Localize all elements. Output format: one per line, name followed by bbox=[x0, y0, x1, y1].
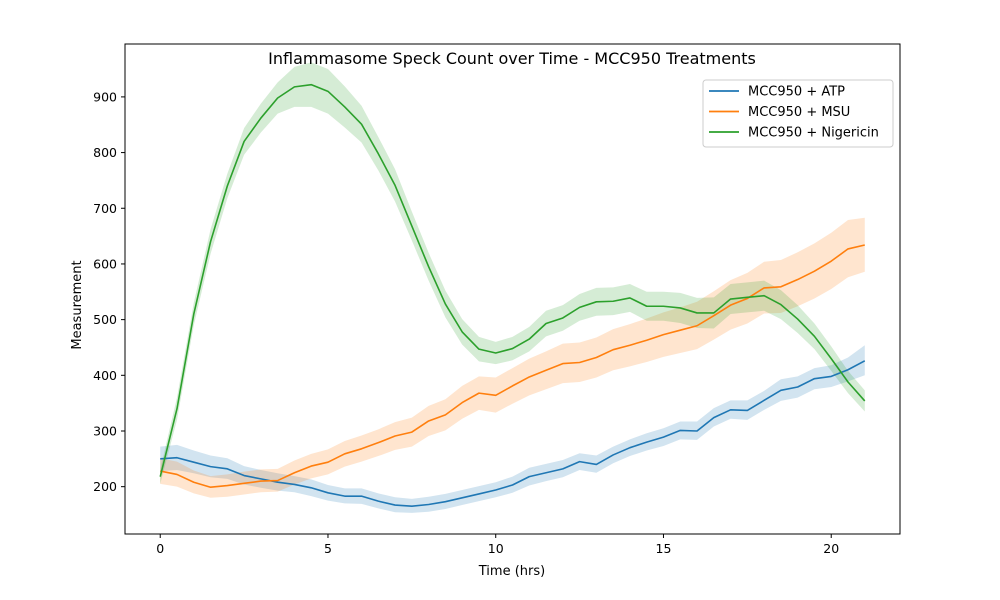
legend-items: MCC950 + ATP MCC950 + MSU MCC950 + Nigeric… bbox=[709, 85, 879, 141]
x-axis-label: Time (hrs) bbox=[478, 564, 545, 579]
y-tick-label: 300 bbox=[93, 423, 117, 438]
series-lines bbox=[159, 83, 866, 507]
plot-frame bbox=[124, 43, 901, 535]
x-tick-label: 5 bbox=[324, 541, 332, 556]
y-tick-label: 700 bbox=[93, 201, 117, 216]
band-mcc950-atp bbox=[160, 345, 865, 513]
y-tick-label: 600 bbox=[93, 256, 117, 271]
chart-title: Inflammasome Speck Count over Time - MCC… bbox=[268, 49, 756, 68]
y-tick-label: 900 bbox=[93, 89, 117, 104]
line-mcc950-msu bbox=[160, 244, 865, 489]
y-tick-label: 200 bbox=[93, 479, 117, 494]
line-mcc950-nigericin bbox=[159, 83, 866, 477]
confidence-bands bbox=[160, 62, 865, 513]
legend-frame bbox=[702, 79, 894, 148]
y-axis-ticks: 200 300 400 500 600 700 800 900 bbox=[93, 89, 125, 494]
y-tick-label: 400 bbox=[93, 368, 117, 383]
x-tick-label: 0 bbox=[156, 541, 164, 556]
x-tick-label: 15 bbox=[656, 541, 672, 556]
y-tick-label: 500 bbox=[93, 312, 117, 327]
y-axis-label: Measurement bbox=[70, 260, 85, 349]
x-tick-label: 20 bbox=[823, 541, 839, 556]
y-tick-label: 800 bbox=[93, 145, 117, 160]
legend-label-mcc950-atp: MCC950 + ATP bbox=[748, 85, 845, 100]
legend-label-mcc950-nigericin: MCC950 + Nigericin bbox=[748, 126, 879, 141]
x-axis-ticks: 0 5 10 15 20 bbox=[156, 534, 839, 556]
legend-label-mcc950-msu: MCC950 + MSU bbox=[748, 105, 850, 120]
x-tick-label: 10 bbox=[488, 541, 504, 556]
line-mcc950-atp bbox=[160, 360, 866, 507]
legend: MCC950 + ATP MCC950 + MSU MCC950 + Nigeric… bbox=[702, 79, 894, 148]
